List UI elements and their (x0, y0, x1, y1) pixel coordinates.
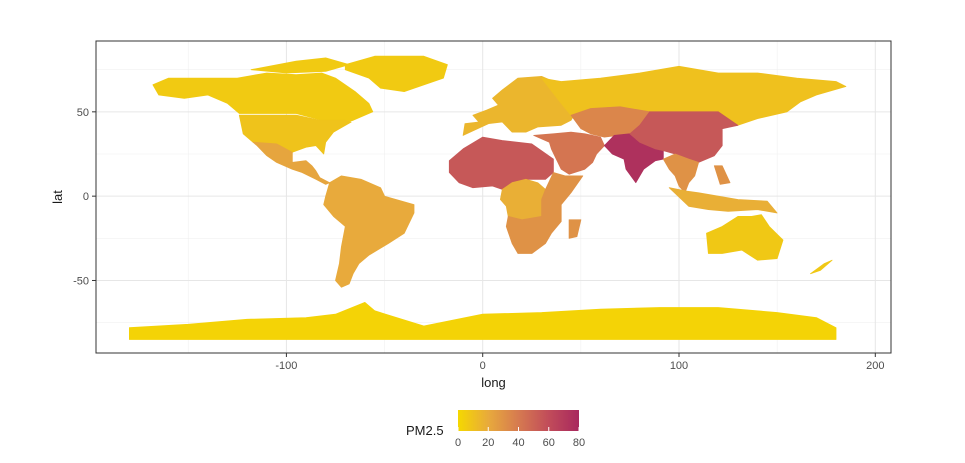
legend-title: PM2.5 (406, 423, 444, 438)
legend: PM2.5 0 20 40 60 80 (406, 410, 585, 449)
y-tick-label: -50 (73, 275, 89, 287)
region-shape (568, 219, 582, 239)
legend-colorbar (458, 410, 579, 431)
map-region: China (629, 111, 739, 163)
map-region: Australia (706, 214, 833, 275)
region-shape (713, 165, 731, 185)
panel-border (95, 40, 892, 354)
legend-tick-label: 80 (573, 437, 585, 449)
region-shape (706, 214, 784, 261)
legend-tick-label: 0 (455, 437, 461, 449)
world-map: North America (Canada/Alaska/Greenland)U… (128, 55, 847, 340)
region-shape (505, 172, 584, 254)
region-shape (448, 136, 554, 190)
region-shape (152, 72, 374, 123)
region-shape (344, 55, 448, 92)
region-shape (250, 57, 350, 74)
map-region: Middle East (533, 131, 605, 175)
legend-tick-label: 60 (543, 437, 555, 449)
x-tick-label: 0 (480, 360, 486, 372)
map-region: West Africa / Sahel (448, 136, 554, 190)
region-shape (629, 111, 739, 163)
legend-tick-label: 20 (482, 437, 494, 449)
y-tick-label: 50 (77, 107, 89, 119)
region-shape (668, 187, 778, 214)
y-tick-label: 0 (83, 191, 89, 203)
x-tick-label: 100 (670, 360, 688, 372)
x-axis-title: long (481, 375, 506, 390)
region-shape (128, 301, 837, 340)
region-shape (810, 259, 833, 275)
map-region: East & Southern Africa (505, 172, 584, 254)
map-region: Indonesia (668, 187, 778, 214)
region-shape (662, 153, 699, 194)
x-tick-label: -100 (275, 360, 297, 372)
y-axis-title: lat (50, 190, 65, 204)
x-tick-label: 200 (866, 360, 884, 372)
map-region: Antarctica (128, 301, 837, 340)
region-shape (323, 175, 415, 288)
map-region: South America (323, 175, 415, 288)
axes: -100 0 100 200 -50 0 50 (73, 40, 892, 372)
legend-tick-label: 40 (512, 437, 524, 449)
region-shape (533, 131, 605, 175)
map-region: North America (Canada/Alaska/Greenland) (152, 55, 448, 123)
map-region: Southeast Asia (662, 153, 731, 194)
